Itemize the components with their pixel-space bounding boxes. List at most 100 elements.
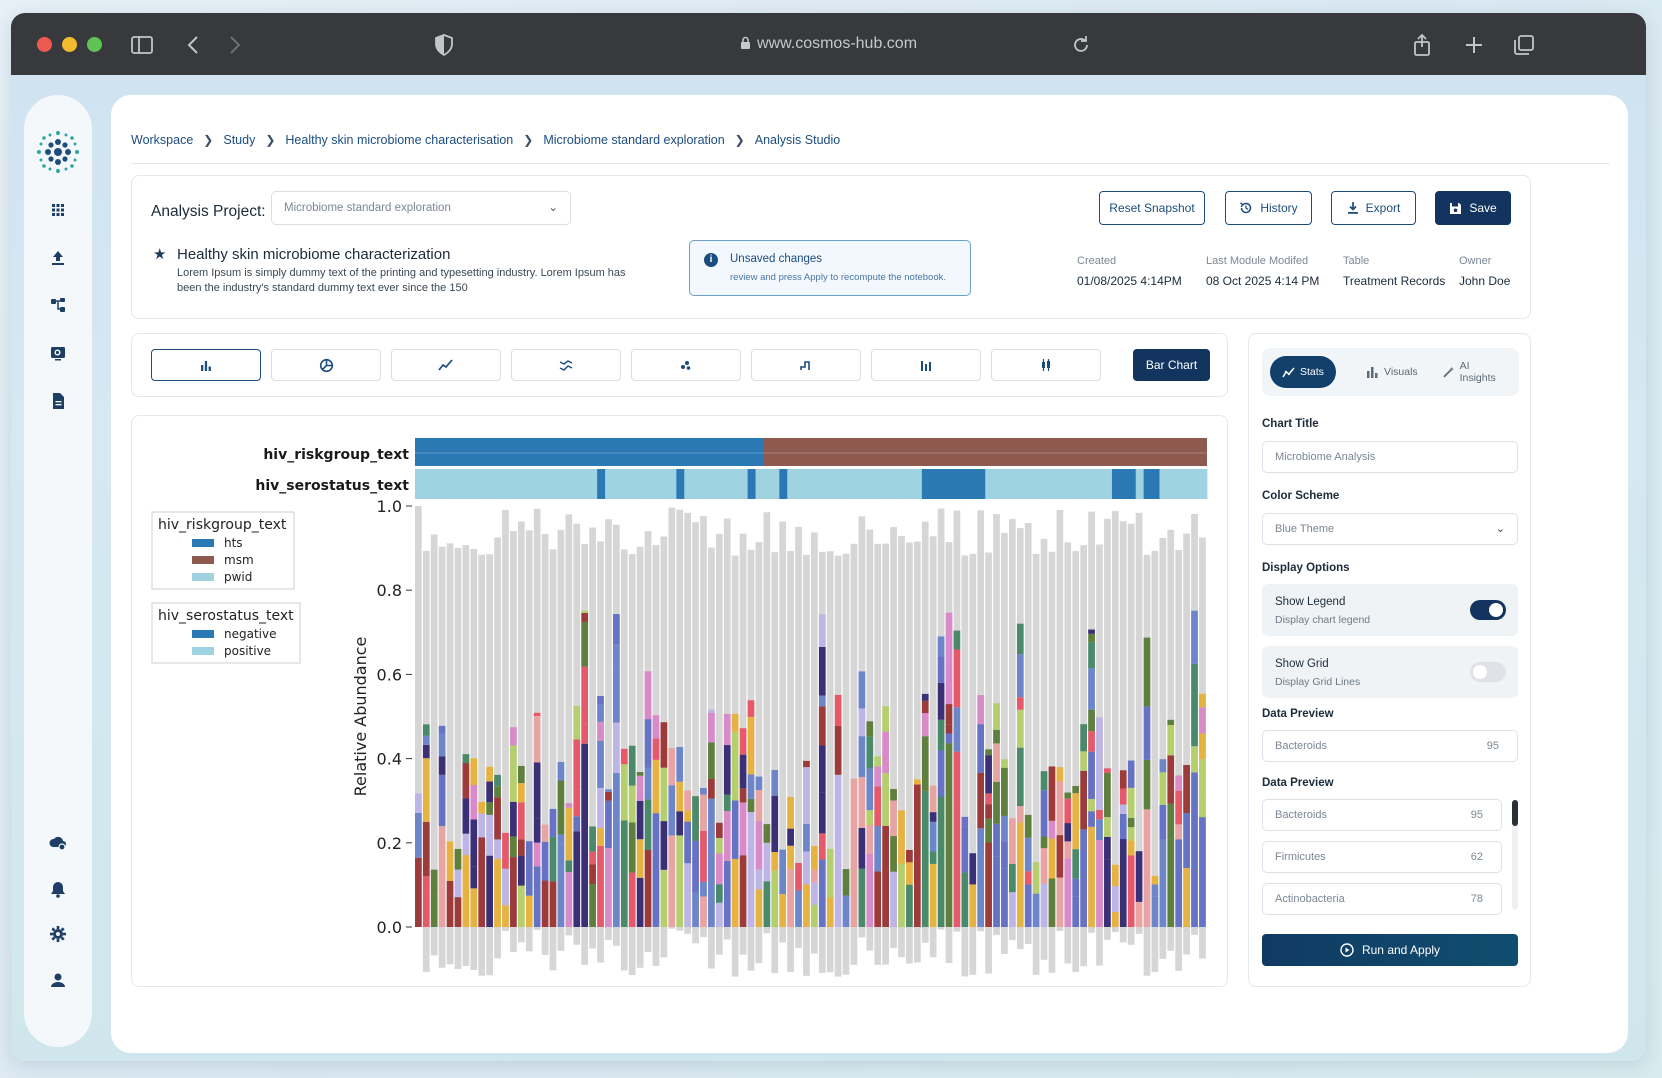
bar-segment bbox=[628, 822, 636, 873]
show-legend-toggle[interactable] bbox=[1470, 600, 1506, 620]
bar-segment bbox=[755, 889, 763, 927]
data-preview-item[interactable]: Bacteroids 95 bbox=[1262, 730, 1518, 762]
address-bar[interactable]: www.cosmos-hub.com bbox=[11, 13, 1646, 75]
upload-icon[interactable] bbox=[48, 248, 68, 268]
bar-segment bbox=[565, 807, 573, 861]
tabs-overview-icon[interactable] bbox=[1511, 32, 1537, 58]
data-preview-row[interactable]: Firmicutes 62 bbox=[1262, 841, 1502, 873]
minimize-window-button[interactable] bbox=[62, 37, 77, 52]
bar-segment bbox=[533, 715, 541, 763]
bar-segment bbox=[811, 846, 818, 870]
user-profile-icon[interactable] bbox=[48, 970, 68, 990]
forward-icon[interactable] bbox=[221, 32, 247, 58]
breadcrumb-study[interactable]: Study bbox=[223, 133, 256, 147]
bar-segment bbox=[692, 892, 699, 927]
pie-chart-type-button[interactable] bbox=[271, 349, 381, 381]
serostatus-cell bbox=[1024, 469, 1034, 499]
bar-segment bbox=[945, 733, 953, 744]
favorite-star-icon[interactable]: ★ bbox=[153, 246, 167, 263]
bar-segment bbox=[723, 810, 731, 861]
bar-segment bbox=[573, 739, 581, 790]
bar-background-segment bbox=[842, 553, 850, 975]
serostatus-cell bbox=[882, 469, 891, 499]
reset-snapshot-button[interactable]: Reset Snapshot bbox=[1099, 191, 1205, 225]
breadcrumb-project[interactable]: Microbiome standard exploration bbox=[543, 133, 725, 147]
data-preview-row[interactable]: Bacteroids 95 bbox=[1262, 799, 1502, 831]
bell-icon[interactable] bbox=[48, 879, 68, 899]
document-icon[interactable] bbox=[48, 391, 68, 411]
annotation-row-label: hiv_serostatus_text bbox=[255, 478, 409, 494]
area-chart-type-button[interactable] bbox=[511, 349, 621, 381]
new-tab-icon[interactable] bbox=[1461, 32, 1487, 58]
bar-segment bbox=[795, 862, 802, 891]
bar-segment bbox=[929, 785, 937, 813]
bar-segment bbox=[557, 844, 565, 927]
bar-background-segment bbox=[636, 546, 644, 968]
bar-segment bbox=[818, 745, 826, 793]
breadcrumb-study-name[interactable]: Healthy skin microbiome characterisation bbox=[285, 133, 514, 147]
serostatus-cell bbox=[446, 469, 455, 499]
close-window-button[interactable] bbox=[37, 37, 52, 52]
serostatus-cell bbox=[1048, 469, 1057, 499]
bar-segment bbox=[1064, 858, 1072, 927]
y-tick-label: 1.0 bbox=[377, 497, 402, 516]
breadcrumb-workspace[interactable]: Workspace bbox=[131, 133, 194, 147]
workflow-icon[interactable] bbox=[48, 295, 68, 315]
tab-ai-insights[interactable]: AI Insights bbox=[1430, 356, 1519, 388]
data-preview-row[interactable]: Actinobacteria 78 bbox=[1262, 883, 1502, 915]
share-icon[interactable] bbox=[1409, 32, 1435, 58]
bar-background-segment bbox=[929, 536, 937, 958]
app-logo bbox=[37, 131, 79, 173]
serostatus-cell bbox=[945, 469, 954, 499]
serostatus-cell bbox=[430, 469, 440, 499]
bar-segment bbox=[446, 895, 454, 927]
scrollbar-thumb[interactable] bbox=[1512, 800, 1518, 826]
settings-gear-icon[interactable] bbox=[48, 924, 68, 944]
line-chart-type-button[interactable] bbox=[391, 349, 501, 381]
bar-background-segment bbox=[692, 522, 699, 944]
bar-segment bbox=[510, 745, 517, 802]
bar-segment bbox=[929, 821, 937, 852]
bar-segment bbox=[1056, 767, 1064, 782]
search-data-icon[interactable] bbox=[48, 343, 68, 363]
selected-chart-type-button[interactable]: Bar Chart bbox=[1133, 349, 1210, 381]
history-button[interactable]: History bbox=[1225, 191, 1312, 225]
bar-segment bbox=[692, 796, 699, 841]
back-icon[interactable] bbox=[181, 32, 207, 58]
bar-segment bbox=[517, 783, 525, 803]
bar-segment bbox=[763, 842, 771, 882]
grouped-bar-type-button[interactable] bbox=[871, 349, 981, 381]
show-grid-subtitle: Display Grid Lines bbox=[1275, 676, 1361, 688]
preview-scrollbar[interactable] bbox=[1512, 800, 1518, 910]
bar-background-segment bbox=[494, 537, 501, 959]
bar-chart-type-button[interactable] bbox=[151, 349, 261, 381]
reload-icon[interactable] bbox=[1068, 32, 1094, 58]
bar-segment bbox=[446, 841, 454, 881]
serostatus-cell bbox=[1064, 469, 1073, 499]
step-chart-type-button[interactable] bbox=[751, 349, 861, 381]
show-grid-toggle[interactable] bbox=[1470, 662, 1506, 682]
data-preview-row-value: 95 bbox=[1470, 809, 1483, 821]
scatter-chart-type-button[interactable] bbox=[631, 349, 741, 381]
bar-segment bbox=[921, 713, 929, 737]
export-button[interactable]: Export bbox=[1331, 191, 1416, 225]
serostatus-cell bbox=[660, 469, 669, 499]
tab-visuals[interactable]: Visuals bbox=[1354, 356, 1430, 388]
bar-segment bbox=[985, 842, 992, 927]
bar-segment bbox=[1064, 823, 1072, 842]
shield-icon[interactable] bbox=[431, 32, 457, 58]
boxplot-type-button[interactable] bbox=[991, 349, 1101, 381]
color-scheme-select[interactable]: Blue Theme ⌄ bbox=[1262, 513, 1518, 545]
analysis-project-select[interactable]: Microbiome standard exploration ⌄ bbox=[271, 191, 571, 225]
run-and-apply-button[interactable]: Run and Apply bbox=[1262, 934, 1518, 966]
grid-apps-icon[interactable] bbox=[48, 200, 68, 220]
bar-segment bbox=[739, 802, 747, 856]
chart-title-input[interactable]: Microbiome Analysis bbox=[1262, 441, 1518, 473]
save-button[interactable]: Save bbox=[1435, 191, 1511, 225]
bar-segment bbox=[1040, 790, 1048, 837]
cloud-settings-icon[interactable] bbox=[48, 833, 68, 853]
sidebar-toggle-icon[interactable] bbox=[129, 32, 155, 58]
maximize-window-button[interactable] bbox=[87, 37, 102, 52]
tab-stats[interactable]: Stats bbox=[1270, 356, 1336, 388]
toggle-knob bbox=[1489, 603, 1503, 617]
